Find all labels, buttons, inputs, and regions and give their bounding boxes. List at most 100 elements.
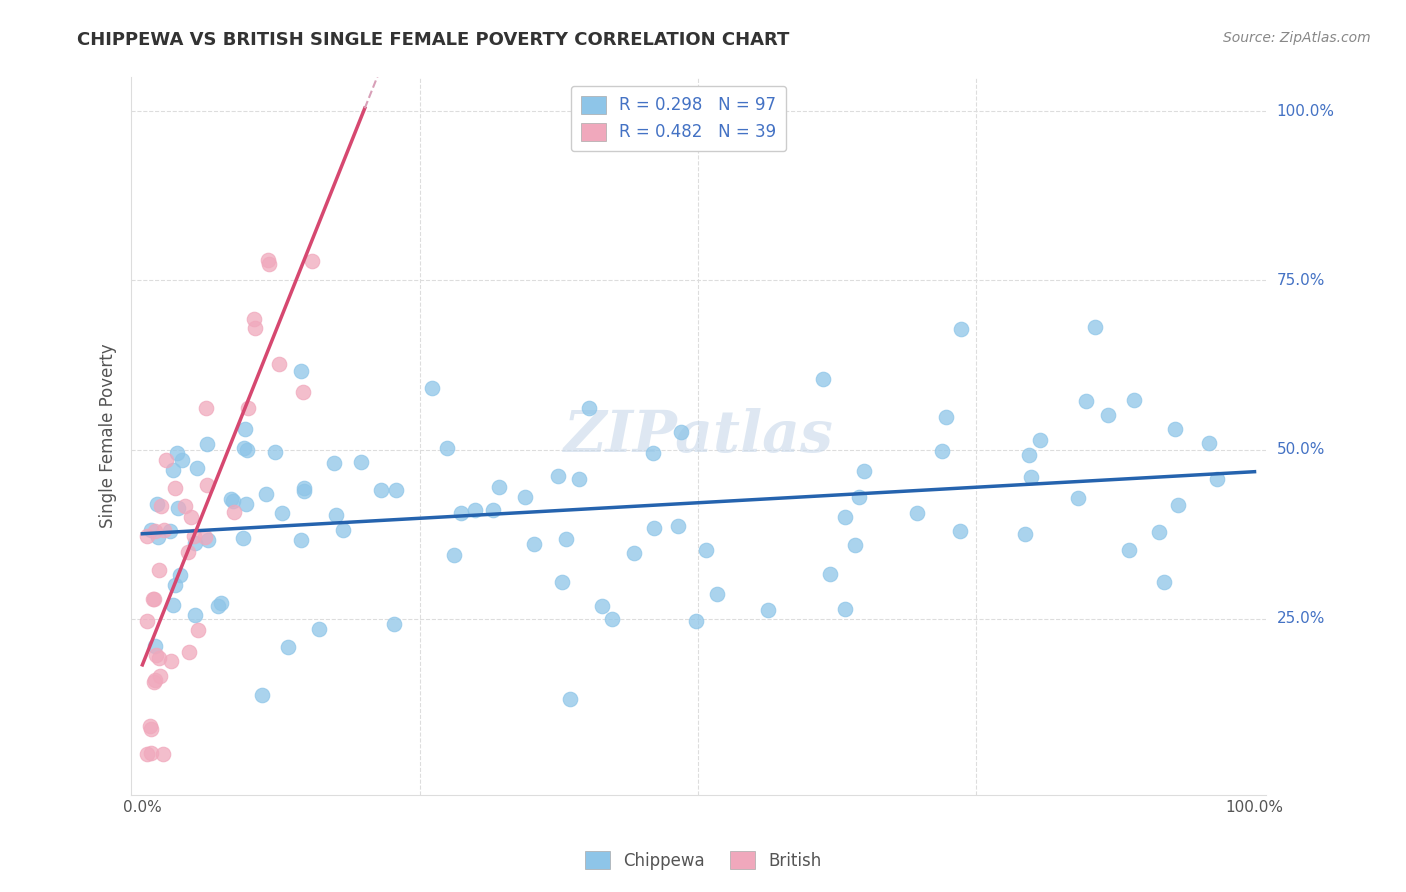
- Point: [820, 566, 842, 581]
- Point: [292, 384, 315, 399]
- Point: [277, 640, 299, 654]
- Point: [141, 523, 163, 537]
- Point: [257, 257, 280, 271]
- Point: [948, 524, 970, 538]
- Text: 100.0%: 100.0%: [1277, 103, 1334, 119]
- Point: [184, 536, 207, 550]
- Point: [308, 622, 330, 636]
- Point: [382, 617, 405, 632]
- Point: [250, 688, 273, 702]
- Point: [1029, 433, 1052, 447]
- Point: [641, 446, 664, 460]
- Point: [143, 674, 166, 689]
- Point: [1018, 448, 1040, 462]
- Point: [149, 499, 172, 513]
- Point: [235, 497, 257, 511]
- Point: [464, 503, 486, 517]
- Point: [197, 533, 219, 547]
- Point: [290, 364, 312, 378]
- Point: [600, 612, 623, 626]
- Point: [172, 453, 194, 467]
- Point: [1153, 574, 1175, 589]
- Point: [235, 443, 257, 458]
- Point: [183, 529, 205, 543]
- Point: [148, 530, 170, 544]
- Point: [560, 691, 582, 706]
- Point: [1122, 393, 1144, 408]
- Point: [233, 441, 256, 455]
- Point: [143, 592, 166, 607]
- Point: [194, 530, 217, 544]
- Point: [436, 441, 458, 455]
- Point: [195, 478, 218, 492]
- Text: Source: ZipAtlas.com: Source: ZipAtlas.com: [1223, 31, 1371, 45]
- Point: [844, 539, 866, 553]
- Point: [162, 598, 184, 612]
- Point: [1147, 525, 1170, 540]
- Point: [153, 523, 176, 537]
- Point: [148, 563, 170, 577]
- Point: [243, 321, 266, 335]
- Point: [224, 506, 246, 520]
- Point: [568, 472, 591, 486]
- Point: [184, 607, 207, 622]
- Point: [177, 645, 200, 659]
- Point: [1118, 543, 1140, 558]
- Point: [143, 524, 166, 538]
- Point: [152, 747, 174, 761]
- Point: [443, 548, 465, 562]
- Point: [706, 586, 728, 600]
- Point: [301, 254, 323, 268]
- Point: [834, 509, 856, 524]
- Point: [482, 503, 505, 517]
- Point: [349, 455, 371, 469]
- Point: [207, 599, 229, 613]
- Point: [256, 252, 278, 267]
- Point: [145, 640, 167, 654]
- Point: [163, 481, 186, 495]
- Point: [370, 483, 392, 498]
- Point: [551, 575, 574, 590]
- Point: [695, 542, 717, 557]
- Text: 50.0%: 50.0%: [1277, 442, 1324, 457]
- Point: [420, 381, 443, 395]
- Point: [554, 533, 576, 547]
- Point: [905, 506, 928, 520]
- Point: [852, 464, 875, 478]
- Point: [685, 615, 707, 629]
- Point: [162, 463, 184, 477]
- Point: [669, 425, 692, 440]
- Point: [643, 521, 665, 535]
- Point: [211, 596, 233, 610]
- Point: [148, 651, 170, 665]
- Point: [136, 747, 159, 761]
- Point: [159, 524, 181, 538]
- Point: [139, 719, 162, 733]
- Text: 25.0%: 25.0%: [1277, 611, 1324, 626]
- Point: [1206, 471, 1229, 485]
- Point: [848, 491, 870, 505]
- Point: [263, 445, 285, 459]
- Point: [666, 518, 689, 533]
- Point: [141, 723, 163, 737]
- Text: ZIPatlas: ZIPatlas: [564, 408, 834, 465]
- Point: [187, 623, 209, 637]
- Point: [325, 508, 347, 522]
- Point: [166, 446, 188, 460]
- Point: [322, 456, 344, 470]
- Point: [1074, 393, 1097, 408]
- Point: [1067, 491, 1090, 505]
- Y-axis label: Single Female Poverty: Single Female Poverty: [100, 343, 117, 528]
- Point: [1014, 527, 1036, 541]
- Point: [834, 602, 856, 616]
- Point: [591, 599, 613, 614]
- Point: [1167, 498, 1189, 512]
- Point: [146, 497, 169, 511]
- Point: [332, 524, 354, 538]
- Point: [136, 529, 159, 543]
- Point: [523, 537, 546, 551]
- Point: [811, 372, 834, 386]
- Point: [186, 461, 208, 475]
- Point: [269, 357, 291, 371]
- Text: 75.0%: 75.0%: [1277, 273, 1324, 288]
